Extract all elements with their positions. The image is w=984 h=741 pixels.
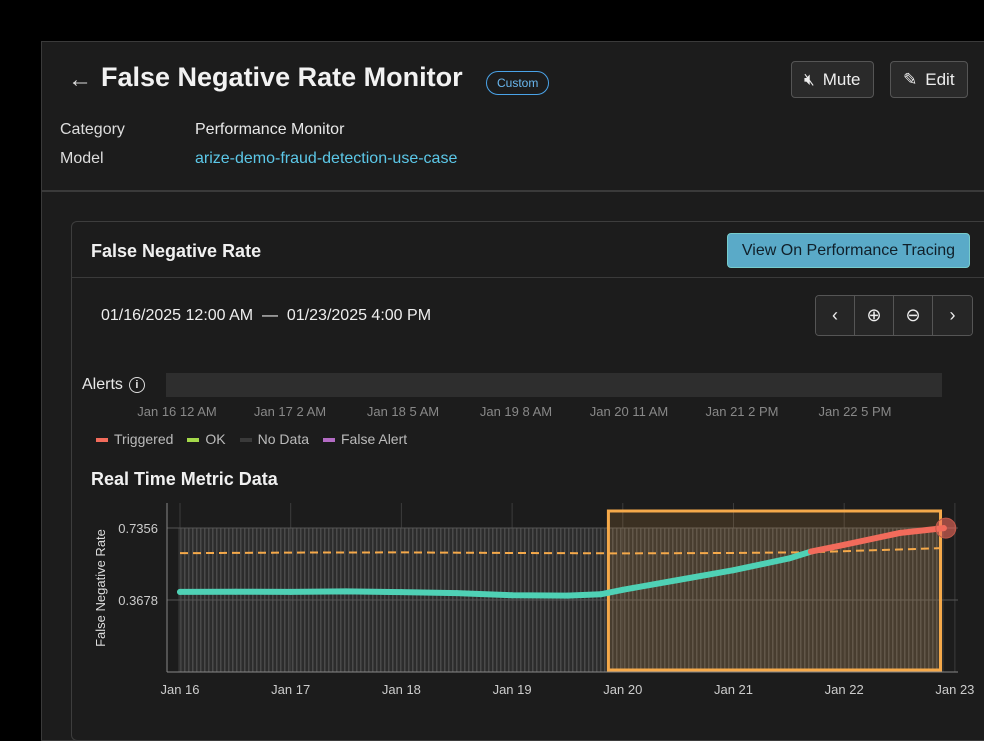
data-point	[841, 541, 848, 548]
data-point	[564, 592, 571, 599]
data-point	[675, 576, 682, 583]
data-point	[807, 548, 814, 555]
data-point	[785, 555, 792, 562]
zoom-in-icon[interactable]: ⊕	[855, 296, 894, 335]
legend-item: No Data	[239, 431, 309, 447]
pencil-icon: ✎	[903, 69, 918, 89]
category-value: Performance Monitor	[195, 121, 345, 138]
x-tick-label: Jan 19	[493, 682, 532, 697]
x-tick-label: Jan 21	[714, 682, 753, 697]
data-point	[343, 588, 350, 595]
data-point	[619, 586, 626, 593]
realtime-title: Real Time Metric Data	[91, 469, 278, 489]
data-point	[597, 591, 604, 598]
threshold-line	[179, 547, 944, 555]
alert-tick-label: Jan 18 5 AM	[366, 404, 440, 419]
x-tick-label: Jan 20	[603, 682, 642, 697]
x-tick-label: Jan 22	[825, 682, 864, 697]
data-point	[453, 590, 460, 597]
range-end: 01/23/2025 4:00 PM	[286, 307, 432, 324]
alerts-timeline	[166, 373, 942, 397]
alerts-label: Alerts i	[82, 376, 145, 394]
alert-tick-label: Jan 20 11 AM	[589, 404, 669, 419]
last-point-marker	[935, 517, 957, 539]
arrow-left-icon[interactable]: ←	[68, 66, 92, 93]
edit-label: Edit	[925, 69, 955, 89]
mute-button[interactable]: 🔇︎ Mute	[791, 61, 874, 98]
info-icon[interactable]: i	[128, 377, 145, 393]
card-header: False Negative Rate View On Performance …	[72, 222, 984, 278]
range-start: 01/16/2025 12:00 AM	[101, 307, 254, 324]
legend-item: Triggered	[96, 431, 173, 447]
legend-item: False Alert	[323, 431, 407, 447]
x-tick-label: Jan 17	[271, 682, 310, 697]
metric-line-ok	[177, 548, 814, 599]
data-point	[509, 592, 516, 599]
alerts-text: Alerts	[82, 376, 123, 393]
x-tick-label: Jan 16	[160, 682, 199, 697]
legend: Triggered OK No Data False Alert	[96, 431, 407, 447]
data-point	[730, 567, 737, 574]
card-title: False Negative Rate	[91, 241, 262, 261]
data-point	[232, 588, 239, 595]
date-range[interactable]: 01/16/2025 12:00 AM — 01/23/2025 4:00 PM	[101, 307, 431, 325]
category-label: Category	[60, 121, 125, 138]
x-tick-label: Jan 23	[935, 682, 974, 697]
custom-badge: Custom	[486, 71, 550, 95]
x-tick-label: Jan 18	[382, 682, 421, 697]
alert-tick-label: Jan 19 8 AM	[479, 404, 553, 419]
data-point	[398, 589, 405, 596]
y-axis-label: False Negative Rate	[93, 529, 108, 647]
range-separator: —	[262, 307, 279, 324]
edit-button[interactable]: ✎ Edit	[890, 61, 968, 98]
data-point	[287, 588, 294, 595]
speaker-mute-icon: 🔇︎	[804, 69, 815, 89]
data-point	[896, 530, 903, 537]
view-performance-tracing-button[interactable]: View On Performance Tracing	[727, 233, 970, 268]
model-link[interactable]: arize-demo-fraud-detection-use-case	[195, 150, 458, 167]
alert-tick-label: Jan 17 2 AM	[253, 404, 327, 419]
y-tick-label: 0.7356	[118, 521, 158, 536]
alert-tick-label: Jan 16 12 AM	[137, 404, 217, 419]
data-point	[177, 588, 183, 595]
y-tick-label: 0.3678	[118, 593, 158, 608]
page-title: False Negative Rate Monitor	[101, 62, 463, 92]
chevron-right-icon[interactable]: ›	[933, 296, 972, 335]
alert-tick-label: Jan 21 2 PM	[705, 404, 779, 419]
monitor-header: ← False Negative Rate Monitor Custom 🔇︎ M…	[42, 42, 984, 192]
chevron-left-icon[interactable]: ‹	[816, 296, 855, 335]
model-label: Model	[60, 150, 104, 167]
time-navigation: ‹ ⊕ ⊖ ›	[815, 295, 973, 336]
legend-item: OK	[187, 431, 226, 447]
metric-line-triggered	[807, 525, 947, 555]
mute-label: Mute	[822, 69, 861, 89]
alert-tick-label: Jan 22 5 PM	[818, 404, 892, 419]
zoom-out-icon[interactable]: ⊖	[894, 296, 933, 335]
